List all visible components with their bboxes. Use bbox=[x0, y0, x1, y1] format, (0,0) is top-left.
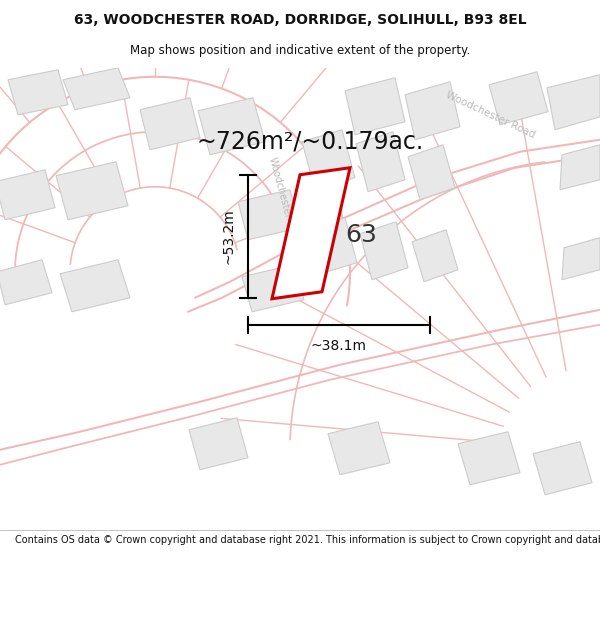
Polygon shape bbox=[562, 238, 600, 280]
Polygon shape bbox=[302, 130, 355, 190]
Text: Map shows position and indicative extent of the property.: Map shows position and indicative extent… bbox=[130, 44, 470, 57]
Polygon shape bbox=[560, 145, 600, 190]
Text: Woodchester: Woodchester bbox=[267, 156, 293, 220]
Polygon shape bbox=[8, 70, 68, 115]
Polygon shape bbox=[56, 162, 128, 220]
Polygon shape bbox=[305, 217, 357, 275]
Polygon shape bbox=[198, 98, 265, 155]
Polygon shape bbox=[63, 68, 130, 110]
Polygon shape bbox=[189, 418, 248, 470]
Polygon shape bbox=[408, 145, 455, 200]
Text: 63: 63 bbox=[345, 222, 377, 247]
Polygon shape bbox=[345, 78, 405, 135]
Polygon shape bbox=[360, 222, 408, 280]
Polygon shape bbox=[238, 190, 300, 240]
Text: ~726m²/~0.179ac.: ~726m²/~0.179ac. bbox=[196, 130, 424, 154]
Text: Woodchester Road: Woodchester Road bbox=[444, 89, 536, 140]
Text: ~38.1m: ~38.1m bbox=[311, 339, 367, 352]
Polygon shape bbox=[272, 168, 350, 299]
Polygon shape bbox=[0, 260, 52, 305]
Polygon shape bbox=[489, 72, 548, 125]
Polygon shape bbox=[328, 422, 390, 475]
Polygon shape bbox=[60, 260, 130, 312]
Polygon shape bbox=[533, 442, 592, 495]
Polygon shape bbox=[242, 265, 304, 312]
Text: 63, WOODCHESTER ROAD, DORRIDGE, SOLIHULL, B93 8EL: 63, WOODCHESTER ROAD, DORRIDGE, SOLIHULL… bbox=[74, 14, 526, 28]
Polygon shape bbox=[412, 230, 458, 282]
Polygon shape bbox=[356, 132, 405, 192]
Polygon shape bbox=[405, 82, 460, 140]
Text: ~53.2m: ~53.2m bbox=[222, 208, 236, 264]
Polygon shape bbox=[0, 170, 55, 220]
Polygon shape bbox=[140, 98, 200, 150]
Polygon shape bbox=[458, 432, 520, 485]
Polygon shape bbox=[547, 75, 600, 130]
Text: Contains OS data © Crown copyright and database right 2021. This information is : Contains OS data © Crown copyright and d… bbox=[15, 535, 600, 545]
